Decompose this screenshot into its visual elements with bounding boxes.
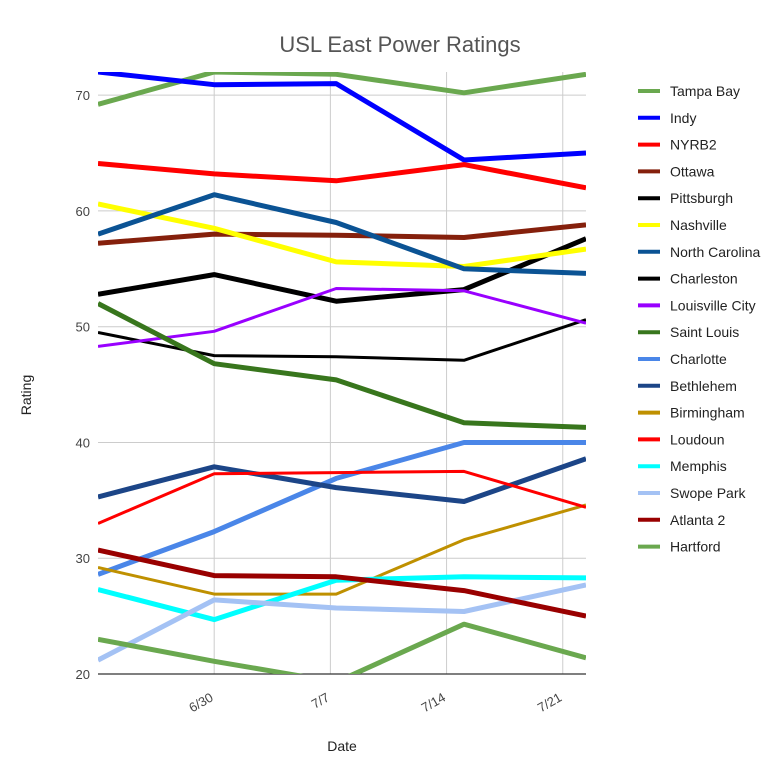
series-line-charlotte <box>98 440 586 577</box>
series-line-loudoun <box>98 469 586 525</box>
y-tick-label: 30 <box>76 551 90 566</box>
legend-label: Ottawa <box>670 163 715 179</box>
series-line-charleston <box>98 318 586 362</box>
series-line-hartford <box>98 621 586 674</box>
legend-label: Birmingham <box>670 405 745 421</box>
series-line-louisville-city <box>98 287 586 348</box>
x-tick-label: 7/21 <box>535 690 564 716</box>
chart-title: USL East Power Ratings <box>279 32 520 57</box>
legend-label: Saint Louis <box>670 324 739 340</box>
series-line-memphis <box>98 574 586 623</box>
legend-label: Loudoun <box>670 431 725 447</box>
legend-label: Charleston <box>670 271 738 287</box>
x-tick-label: 7/7 <box>309 690 332 712</box>
series-line-indy <box>98 72 586 163</box>
legend-label: Atlanta 2 <box>670 512 725 528</box>
series-line-bethlehem <box>98 456 586 504</box>
series-line-swope-park <box>98 582 586 663</box>
series-line-saint-louis <box>98 301 586 430</box>
y-tick-label: 60 <box>76 204 90 219</box>
legend-label: Charlotte <box>670 351 727 367</box>
legend-label: NYRB2 <box>670 137 717 153</box>
legend-label: North Carolina <box>670 244 760 260</box>
x-tick-label: 6/30 <box>186 690 215 716</box>
legend-label: Nashville <box>670 217 727 233</box>
legend-label: Hartford <box>670 539 721 555</box>
series-line-atlanta-2 <box>98 547 586 619</box>
legend-label: Swope Park <box>670 485 746 501</box>
y-tick-label: 40 <box>76 435 90 450</box>
y-tick-label: 50 <box>76 320 90 335</box>
legend: Tampa Bay Indy NYRB2 Ottawa Pittsburgh Nashvi… <box>638 83 760 555</box>
y-tick-label: 20 <box>76 667 90 682</box>
legend-label: Bethlehem <box>670 378 737 394</box>
series-line-birmingham <box>98 503 586 596</box>
series-lines <box>98 72 586 674</box>
legend-label: Indy <box>670 110 696 126</box>
series-line-nyrb2 <box>98 161 586 191</box>
y-axis-label: Rating <box>18 375 34 415</box>
y-tick-label: 70 <box>76 88 90 103</box>
series-line-north-carolina <box>98 192 586 276</box>
legend-label: Pittsburgh <box>670 190 733 206</box>
legend-label: Louisville City <box>670 297 756 313</box>
legend-label: Memphis <box>670 458 727 474</box>
series-line-nashville <box>98 201 586 269</box>
legend-label: Tampa Bay <box>670 83 740 99</box>
x-tick-label: 7/14 <box>419 690 448 716</box>
series-line-ottawa <box>98 222 586 246</box>
x-axis-label: Date <box>327 738 357 754</box>
